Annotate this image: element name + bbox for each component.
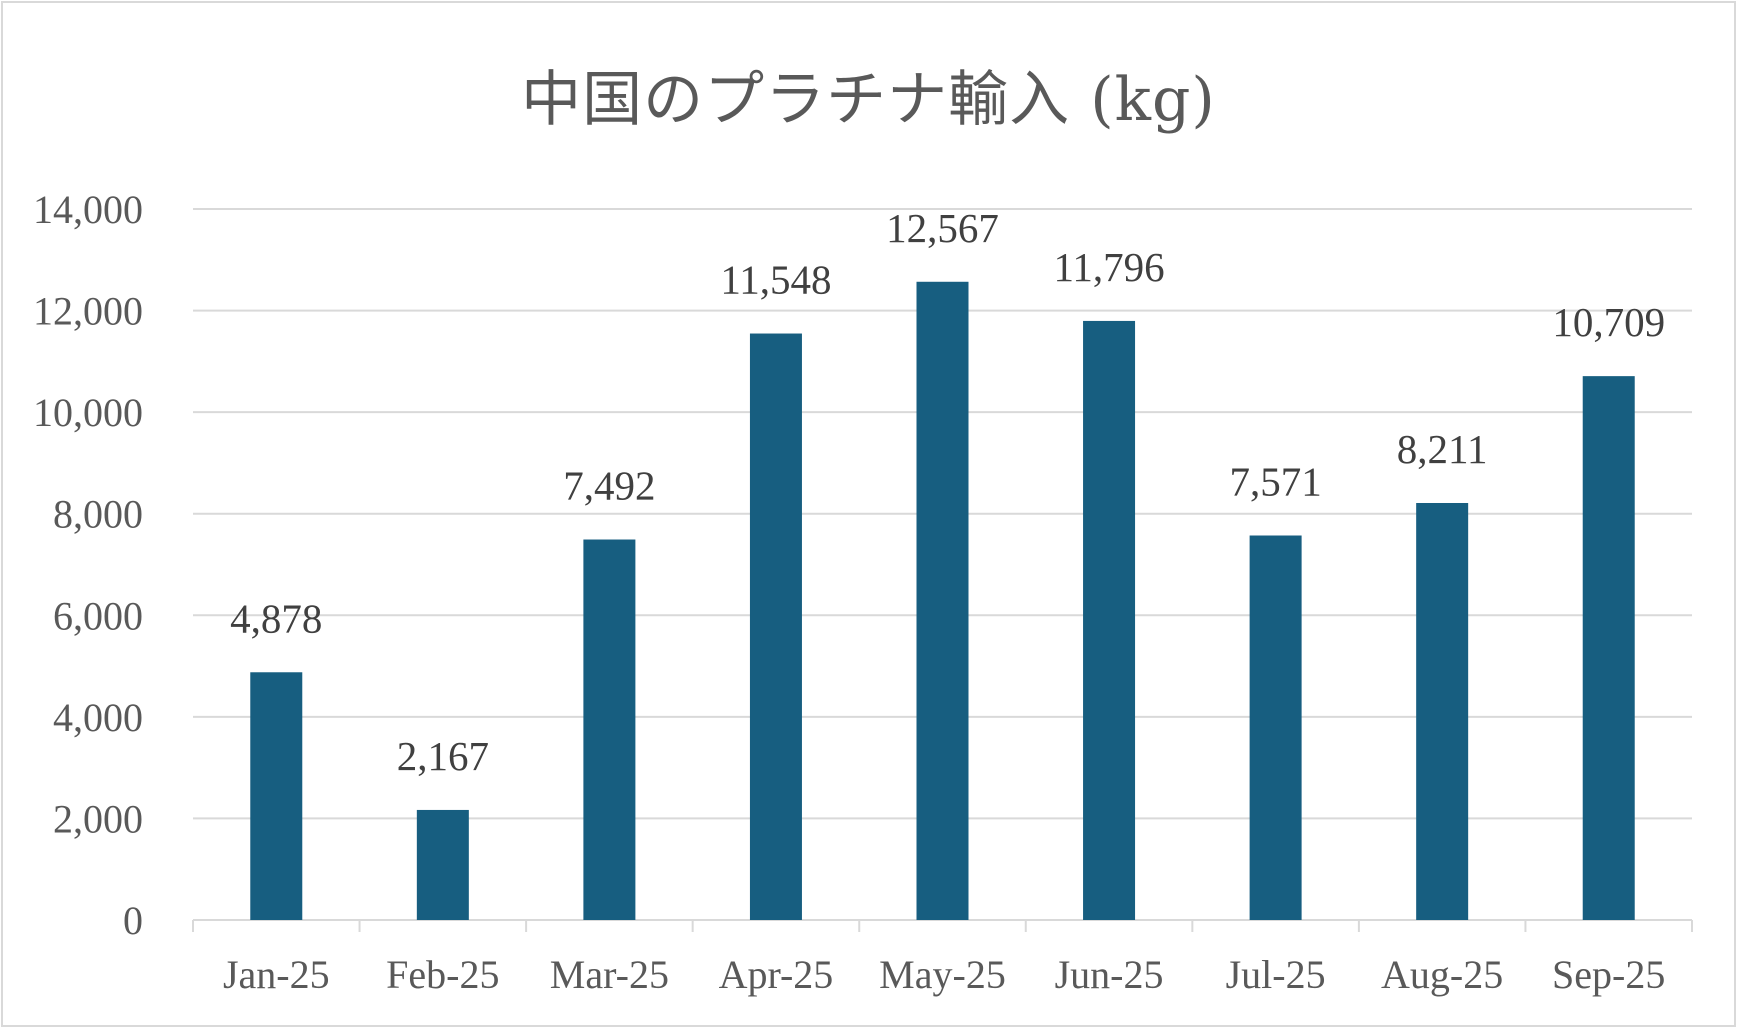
- data-label: 10,709: [1552, 299, 1665, 345]
- bar: [916, 281, 969, 920]
- y-tick-label: 14,000: [33, 187, 143, 232]
- x-tick-label: Aug-25: [1381, 952, 1503, 997]
- data-label: 12,567: [886, 205, 999, 251]
- x-tick-label: May-25: [879, 952, 1006, 997]
- data-label: 7,492: [563, 463, 655, 509]
- bar: [1249, 535, 1302, 920]
- y-tick-label: 2,000: [53, 796, 143, 841]
- data-label: 11,548: [720, 257, 831, 303]
- y-tick-label: 0: [123, 898, 143, 943]
- bar: [1416, 502, 1469, 920]
- bar-chart: 0 2,000 4,000 6,000 8,000 10,000 12,000 14,000 4…: [33, 187, 1693, 997]
- data-label: 11,796: [1053, 244, 1164, 290]
- x-tick-label: Jan-25: [223, 952, 330, 997]
- data-label: 2,167: [397, 733, 489, 779]
- data-label: 8,211: [1397, 426, 1488, 472]
- x-tick-label: Mar-25: [550, 952, 669, 997]
- bar: [1083, 320, 1136, 920]
- y-tick-label: 8,000: [53, 492, 143, 537]
- data-label: 7,571: [1229, 459, 1321, 505]
- data-label: 4,878: [230, 595, 322, 641]
- bar: [250, 672, 303, 920]
- x-tick-label: Jun-25: [1055, 952, 1164, 997]
- x-tick-label: Feb-25: [386, 952, 499, 997]
- y-tick-label: 6,000: [53, 593, 143, 638]
- bar: [583, 539, 636, 920]
- x-tick-label: Apr-25: [719, 952, 834, 997]
- bar: [749, 333, 802, 920]
- y-tick-label: 4,000: [53, 695, 143, 740]
- chart-title: 中国のプラチナ輸入 (kg): [521, 65, 1216, 135]
- x-tick-label: Sep-25: [1552, 952, 1665, 997]
- bar: [1582, 376, 1635, 921]
- x-tick-label: Jul-25: [1226, 952, 1326, 997]
- y-tick-label: 12,000: [33, 289, 143, 334]
- bar: [416, 809, 469, 920]
- y-tick-label: 10,000: [33, 390, 143, 435]
